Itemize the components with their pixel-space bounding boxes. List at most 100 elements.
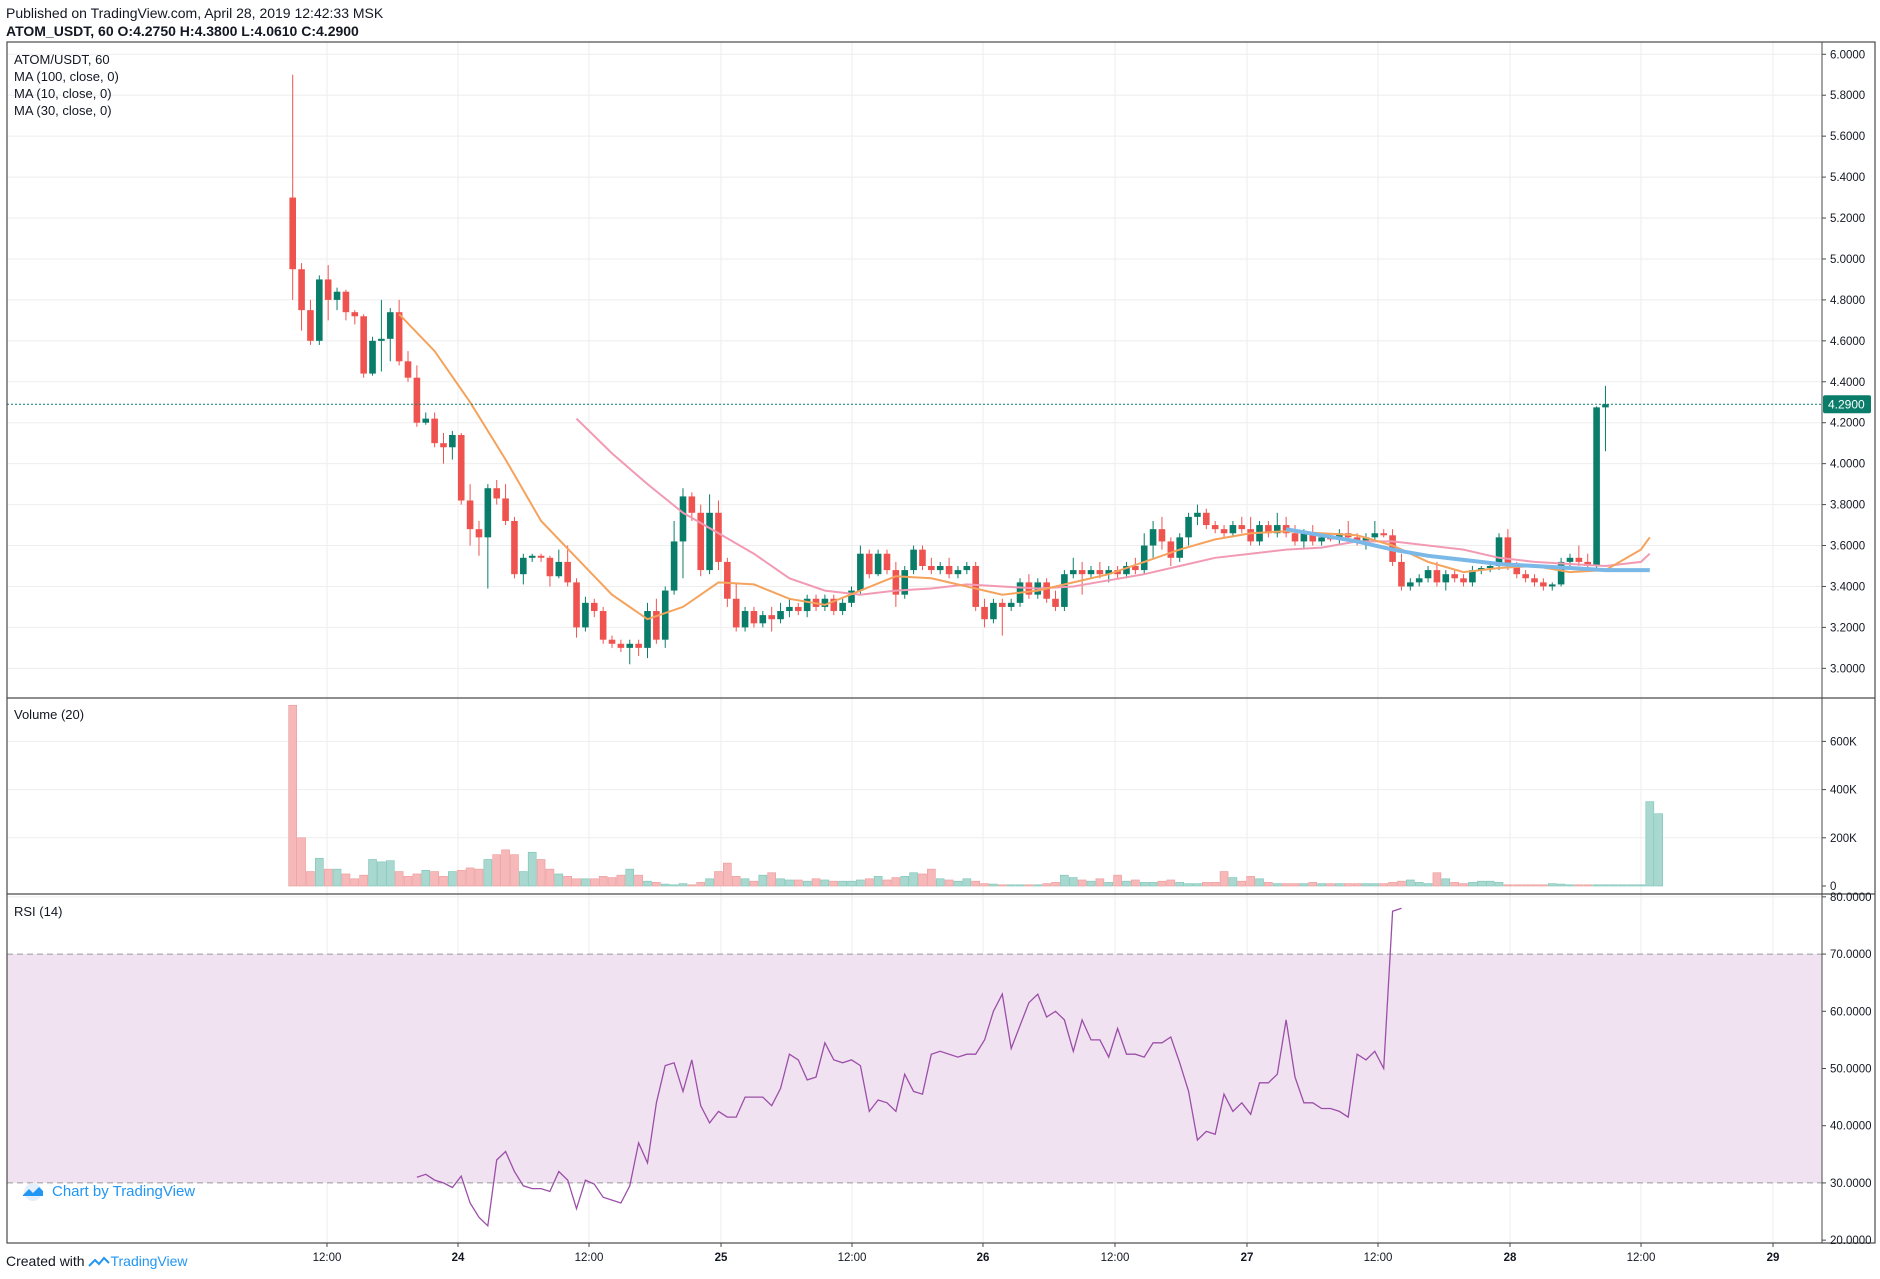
- candle-body: [1415, 578, 1423, 583]
- candle-body: [493, 488, 501, 499]
- volume-bar: [545, 868, 555, 887]
- volume-bar: [527, 851, 537, 887]
- volume-bar: [652, 882, 661, 887]
- volume-bar: [1503, 884, 1513, 887]
- candle-body: [289, 197, 296, 270]
- volume-bar: [448, 871, 457, 887]
- volume-bar: [1636, 884, 1646, 887]
- candle-body: [582, 602, 589, 628]
- candle-body: [1513, 566, 1521, 575]
- candle-body: [1486, 566, 1494, 569]
- candle-body: [892, 570, 900, 595]
- volume-bar: [1627, 884, 1637, 887]
- candle-body: [1451, 574, 1458, 579]
- volume-bar: [501, 849, 510, 887]
- volume-bar: [1086, 880, 1096, 887]
- candle-body: [1061, 574, 1068, 607]
- candle-body: [1300, 533, 1308, 542]
- volume-bar: [687, 884, 697, 887]
- rsi-line: [416, 907, 1402, 1228]
- volume-bar: [891, 877, 901, 887]
- volume-tick-label: 400K: [1830, 785, 1857, 797]
- candle-body: [1522, 574, 1529, 579]
- candle-body: [298, 269, 305, 311]
- volume-bar: [368, 859, 377, 887]
- candle-body: [954, 570, 962, 575]
- candle-body: [1229, 525, 1237, 534]
- candle-body: [502, 498, 509, 521]
- volume-bar: [1414, 882, 1424, 887]
- candle-body: [316, 279, 323, 341]
- candle-body: [1176, 537, 1183, 558]
- volume-bar: [1175, 882, 1184, 887]
- volume-bar: [1592, 884, 1601, 887]
- volume-bar: [731, 876, 741, 887]
- volume-bar: [785, 879, 794, 887]
- legend-ma10: MA (10, close, 0): [14, 86, 112, 101]
- candle-body: [555, 561, 563, 577]
- open-value: 4.2750: [133, 23, 176, 39]
- legend-rsi: RSI (14): [14, 904, 62, 919]
- candle-body: [466, 500, 474, 530]
- legend-volume: Volume (20): [14, 707, 84, 722]
- candle-body: [839, 602, 846, 612]
- volume-bar: [1423, 883, 1433, 887]
- volume-bar: [1210, 882, 1220, 887]
- volume-bar: [1361, 883, 1371, 887]
- candle-body: [457, 435, 465, 501]
- volume-bar: [944, 879, 954, 887]
- volume-bar: [554, 873, 564, 887]
- footer-brand[interactable]: TradingView: [110, 1253, 188, 1269]
- candle-body: [431, 418, 438, 444]
- candle-body: [440, 443, 447, 448]
- volume-tick-label: 600K: [1830, 736, 1857, 748]
- candle-body: [1540, 582, 1547, 587]
- high-label: H:: [179, 23, 195, 39]
- volume-bar: [1139, 882, 1149, 887]
- volume-bar: [758, 874, 768, 887]
- volume-bar: [465, 867, 475, 887]
- candle-body: [1185, 516, 1192, 538]
- candle-body: [608, 639, 616, 644]
- candle-body: [617, 643, 625, 648]
- volume-bar: [740, 878, 750, 887]
- candle-body: [1265, 525, 1272, 534]
- candle-body: [1087, 570, 1095, 575]
- volume-bar: [1104, 882, 1114, 887]
- rsi-tick-label: 80.0000: [1830, 892, 1872, 904]
- volume-bar: [1166, 879, 1176, 887]
- watermark[interactable]: Chart by TradingView: [20, 1183, 195, 1207]
- volume-bar: [430, 871, 439, 887]
- candle-body: [511, 520, 518, 575]
- candle-body: [360, 316, 367, 374]
- candle-body: [1238, 525, 1246, 530]
- ma10-line: [398, 313, 1651, 621]
- candle-body: [1460, 578, 1467, 583]
- price-tick-label: 4.4000: [1830, 377, 1865, 389]
- volume-bar: [1432, 872, 1442, 887]
- volume-bar: [714, 871, 723, 887]
- watermark-text: Chart by TradingView: [52, 1183, 196, 1200]
- open-label: O:: [117, 23, 134, 39]
- close-value: 4.2900: [316, 23, 359, 39]
- volume-bar: [1539, 884, 1548, 887]
- candle-body: [857, 553, 864, 591]
- volume-bar: [1583, 884, 1593, 887]
- volume-bar: [492, 854, 502, 887]
- candle-body: [1433, 570, 1441, 583]
- candle-body: [874, 553, 882, 575]
- volume-bar: [625, 868, 635, 887]
- symbol-interval: ATOM_USDT, 60: [6, 23, 114, 39]
- rsi-band: [7, 954, 1822, 1183]
- volume-bar: [1441, 878, 1451, 887]
- low-value: 4.0610: [254, 23, 298, 39]
- candles: [289, 74, 1609, 665]
- volume-bar: [927, 868, 936, 887]
- price-tick-label: 3.2000: [1830, 622, 1865, 634]
- volume-bar: [1645, 801, 1655, 887]
- volume-bar: [793, 879, 803, 887]
- volume-bar: [962, 878, 972, 887]
- time-tick-label: 25: [715, 1252, 728, 1264]
- volume-bar: [315, 857, 324, 887]
